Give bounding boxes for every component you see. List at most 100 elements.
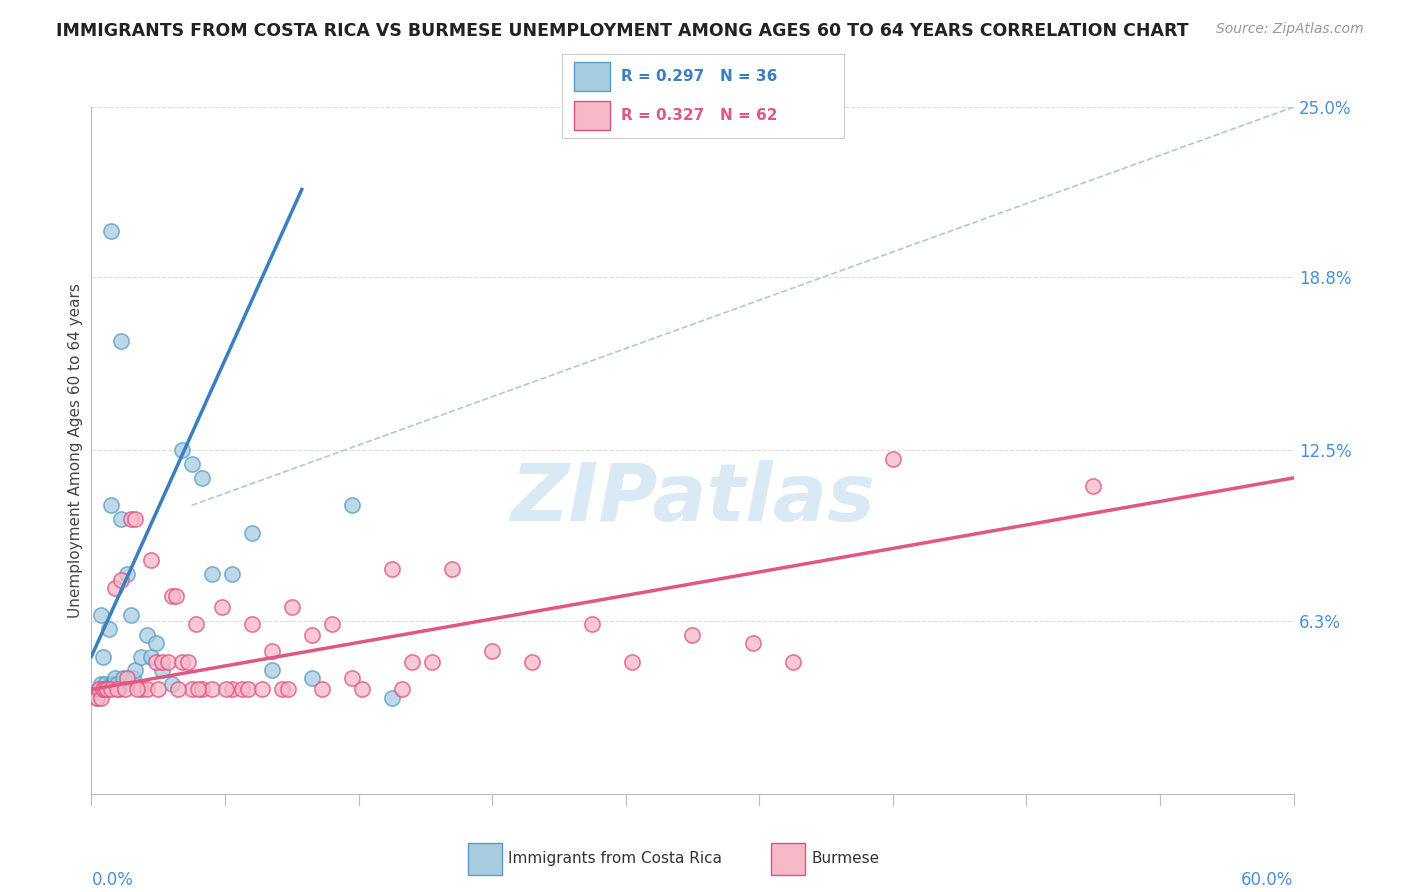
Point [103,677,125,691]
Point [156,655,179,669]
Point [100,499,122,513]
Point [93,682,115,697]
Point [145,636,167,650]
Text: IMMIGRANTS FROM COSTA RICA VS BURMESE UNEMPLOYMENT AMONG AGES 60 TO 64 YEARS COR: IMMIGRANTS FROM COSTA RICA VS BURMESE UN… [56,22,1189,40]
Text: R = 0.297   N = 36: R = 0.297 N = 36 [621,69,778,84]
Point [90,608,112,623]
Point [190,471,212,485]
Point [131,682,153,697]
Point [165,589,187,603]
Point [184,616,207,631]
Point [121,608,143,623]
Point [160,677,183,691]
Point [136,627,159,641]
Bar [468,843,502,875]
Point [107,677,129,691]
Point [250,682,273,697]
Point [110,512,132,526]
Point [141,553,163,567]
Point [96,682,118,697]
Point [381,561,404,575]
Point [122,672,145,686]
Point [340,672,363,686]
Point [211,600,233,615]
Point [136,682,159,697]
Point [240,525,263,540]
Point [311,682,333,697]
Point [100,682,122,697]
Point [100,677,122,691]
Text: 60.0%: 60.0% [1241,871,1294,888]
Point [121,512,143,526]
Point [187,682,209,697]
Point [100,224,122,238]
Point [420,655,443,669]
Point [321,616,343,631]
Point [221,567,243,582]
Point [104,672,127,686]
Point [90,690,112,705]
Bar [574,101,610,130]
Text: Source: ZipAtlas.com: Source: ZipAtlas.com [1216,22,1364,37]
Point [681,627,703,641]
Point [108,682,131,697]
Point [141,649,163,664]
Point [170,655,193,669]
Point [150,663,173,677]
Point [89,682,111,697]
Point [166,682,188,697]
Point [176,655,198,669]
Point [260,663,283,677]
Point [112,672,135,686]
Point [150,655,173,669]
Point [98,622,121,636]
Point [441,561,464,575]
Point [90,677,112,691]
Point [93,649,115,664]
Y-axis label: Unemployment Among Ages 60 to 64 years: Unemployment Among Ages 60 to 64 years [67,283,83,618]
Point [782,655,804,669]
Point [114,682,136,697]
Point [520,655,543,669]
Point [882,451,904,466]
Point [221,682,243,697]
Point [260,644,283,658]
Text: R = 0.327   N = 62: R = 0.327 N = 62 [621,108,778,123]
Point [86,690,108,705]
Point [104,581,127,595]
Point [201,682,224,697]
Point [145,655,167,669]
Point [117,567,139,582]
Point [146,682,169,697]
Point [301,627,323,641]
Point [381,690,404,705]
Point [124,663,146,677]
Point [96,682,118,697]
Point [180,682,202,697]
Text: 0.0%: 0.0% [91,871,134,888]
Point [1083,479,1105,493]
Point [110,573,132,587]
Point [201,567,224,582]
Point [107,682,129,697]
Point [94,682,117,697]
Point [89,682,111,697]
Point [340,499,363,513]
Point [180,457,202,471]
Point [131,649,153,664]
Text: Immigrants from Costa Rica: Immigrants from Costa Rica [508,851,723,866]
Point [94,677,117,691]
Point [86,690,108,705]
Point [110,334,132,348]
Point [350,682,373,697]
Point [190,682,212,697]
Point [581,616,603,631]
Point [231,682,253,697]
Point [277,682,299,697]
Point [124,512,146,526]
Point [240,616,263,631]
Point [270,682,292,697]
Point [214,682,236,697]
Text: Burmese: Burmese [811,851,879,866]
Point [236,682,259,697]
